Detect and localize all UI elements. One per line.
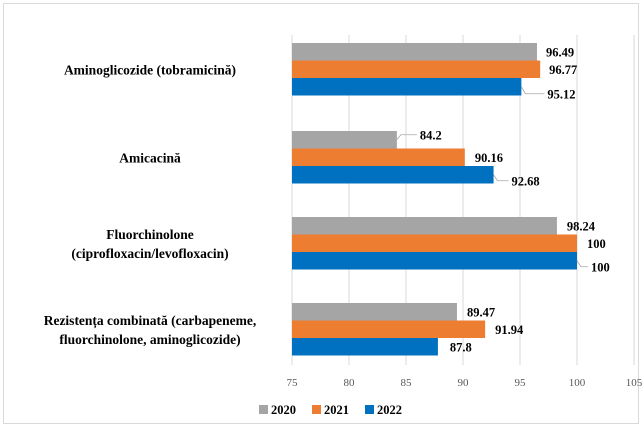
data-label: 91.94 <box>495 323 524 337</box>
bar-2020 <box>292 43 537 61</box>
data-label: 90.16 <box>475 151 503 165</box>
category-label: Fluorchinolone (ciprofloxacin/levofloxaci… <box>71 227 228 261</box>
bar-2022 <box>292 166 494 184</box>
data-label: 100 <box>587 237 606 251</box>
category-label-line: Aminoglicozide (tobramicină) <box>64 62 236 77</box>
bar-2022 <box>292 78 522 96</box>
data-label: 84.2 <box>420 128 442 142</box>
label-leader-line <box>576 260 588 268</box>
category-label: Amicacină <box>119 150 181 165</box>
legend-label: 2022 <box>377 403 402 417</box>
legend-label: 2020 <box>271 403 296 417</box>
bar-2020 <box>292 217 557 235</box>
category-label-line: (ciprofloxacin/levofloxacin) <box>71 246 228 261</box>
bar-2020 <box>292 303 457 321</box>
legend-label: 2021 <box>324 403 349 417</box>
category-label-line: Rezistența combinată (carbapeneme, <box>44 313 257 329</box>
bar-2022 <box>292 338 438 356</box>
data-label: 96.77 <box>549 63 577 77</box>
bar-2020 <box>292 131 397 149</box>
bar-2021 <box>292 148 465 166</box>
x-tick-label: 90 <box>458 377 470 389</box>
x-tick-label: 100 <box>569 377 586 389</box>
category-label-line: Amicacină <box>119 150 181 165</box>
x-tick-label: 105 <box>626 377 643 389</box>
label-leader-line <box>493 174 509 182</box>
x-tick-label: 85 <box>401 377 413 389</box>
data-label: 100 <box>591 260 610 274</box>
legend-swatch-2020 <box>259 405 268 414</box>
bar-2021 <box>292 320 486 338</box>
data-label: 98.24 <box>567 219 596 233</box>
category-label-line: Fluorchinolone <box>106 227 194 242</box>
data-label: 96.49 <box>546 45 574 59</box>
category-label-line: fluorchinolone, aminoglicozide) <box>59 332 240 347</box>
x-tick-label: 95 <box>515 377 527 389</box>
data-label: 89.47 <box>467 305 495 319</box>
legend-swatch-2022 <box>365 405 374 414</box>
category-label: Aminoglicozide (tobramicină) <box>64 62 236 77</box>
label-leader-line <box>396 134 417 140</box>
category-label: Rezistența combinată (carbapeneme, fluorc… <box>44 313 257 347</box>
label-leader-line <box>521 86 545 95</box>
bar-2021 <box>292 234 577 252</box>
bar-2022 <box>292 252 577 270</box>
data-label: 92.68 <box>512 174 540 188</box>
data-label: 87.8 <box>450 340 472 354</box>
data-label: 95.12 <box>547 87 575 101</box>
x-tick-label: 80 <box>344 377 356 389</box>
legend-swatch-2021 <box>312 405 321 414</box>
x-tick-label: 75 <box>287 377 299 389</box>
bar-2021 <box>292 60 541 78</box>
